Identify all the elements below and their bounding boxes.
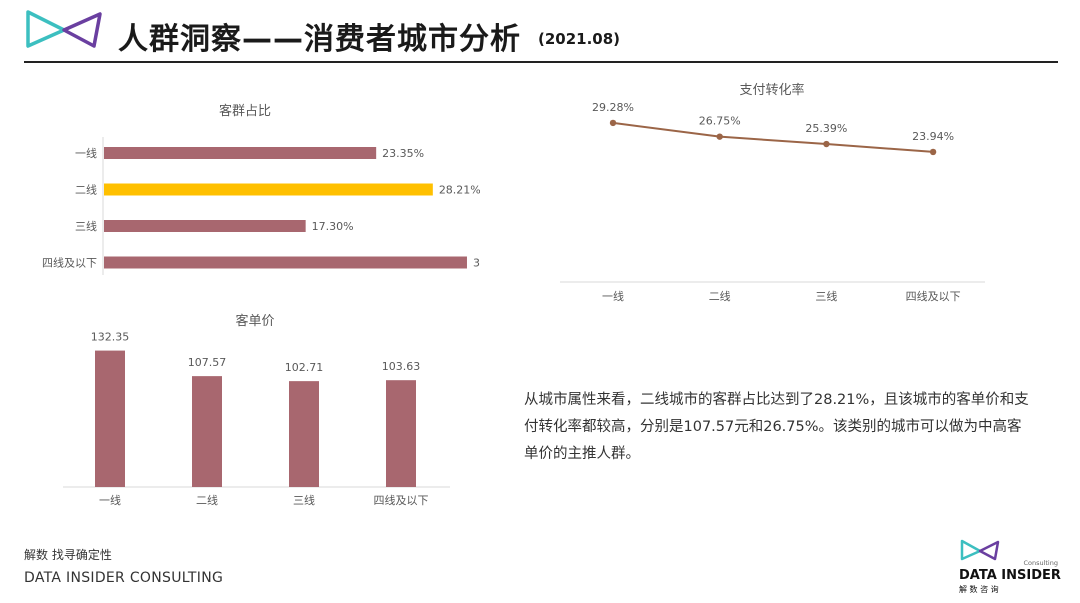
page-subtitle: (2021.08) — [538, 30, 621, 48]
brand-logo-icon — [960, 539, 1000, 561]
tick-label: 三线 — [815, 289, 837, 303]
bar — [104, 183, 433, 196]
tick-label: 三线 — [293, 493, 315, 507]
data-label: 25.39% — [805, 122, 847, 135]
data-label: 29.28% — [592, 101, 634, 114]
data-point — [929, 148, 937, 156]
tick-label: 四线及以下 — [374, 493, 429, 507]
header-divider — [24, 61, 1058, 63]
brand-name: DATA INSIDER — [959, 568, 1061, 583]
chart-title: 支付转化率 — [739, 82, 804, 98]
bar — [104, 147, 377, 159]
chart-title: 客群占比 — [219, 103, 271, 119]
tick-label: 二线 — [196, 493, 218, 507]
data-point — [716, 133, 723, 140]
bar — [289, 381, 319, 487]
bar — [192, 376, 222, 487]
data-label: 132.35 — [91, 331, 130, 344]
data-point — [609, 119, 617, 127]
data-label: 107.57 — [188, 356, 227, 369]
data-label: 102.71 — [285, 361, 324, 374]
bar — [95, 350, 125, 487]
data-label: 23.35% — [382, 147, 424, 160]
series-line — [612, 121, 934, 153]
data-label: 17.30% — [312, 220, 354, 233]
insight-text: 从城市属性来看，二线城市的客群占比达到了28.21%，且该城市的客单价和支付转化… — [524, 392, 1029, 462]
footer-tagline: 解数 找寻确定性 — [24, 548, 112, 562]
payment-conversion-chart: 支付转化率 29.28% 一线 26.75% 二线 25.39% 三线 23.94% 四线及以… — [560, 82, 985, 303]
bar — [386, 380, 416, 487]
customer-share-chart: 客群占比 一线 23.35% 二线 28.21% 三线 17.30% 四线及以下 31.14% — [42, 103, 480, 275]
chart-title: 客单价 — [235, 313, 274, 329]
brand-cn: 解 数 咨 询 — [959, 584, 999, 594]
brand-consulting: Consulting — [1023, 559, 1058, 567]
bar — [104, 220, 306, 232]
tick-label: 二线 — [709, 289, 731, 303]
footer-company: DATA INSIDER CONSULTING — [24, 570, 224, 586]
logo-icon — [26, 10, 102, 48]
data-point — [823, 140, 830, 148]
brand-logo: Consulting DATA INSIDER 解 数 咨 询 — [959, 539, 1061, 594]
tick-label: 一线 — [602, 289, 624, 303]
data-label: 28.21% — [439, 184, 480, 197]
tick-label: 四线及以下 — [42, 256, 97, 270]
avg-order-value-chart: 客单价 132.35 一线 107.57 二线 102.71 三线 103.63 四线及以下 — [63, 313, 450, 507]
bar — [104, 256, 467, 269]
tick-label: 四线及以下 — [906, 289, 961, 303]
tick-label: 二线 — [75, 183, 97, 197]
data-label: 23.94% — [912, 130, 954, 143]
data-label: 26.75% — [699, 115, 741, 128]
data-label: 31.14% — [473, 257, 480, 270]
data-label: 103.63 — [382, 360, 421, 373]
page-title: 人群洞察——消费者城市分析 — [118, 22, 521, 57]
tick-label: 一线 — [75, 146, 97, 160]
tick-label: 三线 — [75, 219, 97, 233]
tick-label: 一线 — [99, 493, 121, 507]
